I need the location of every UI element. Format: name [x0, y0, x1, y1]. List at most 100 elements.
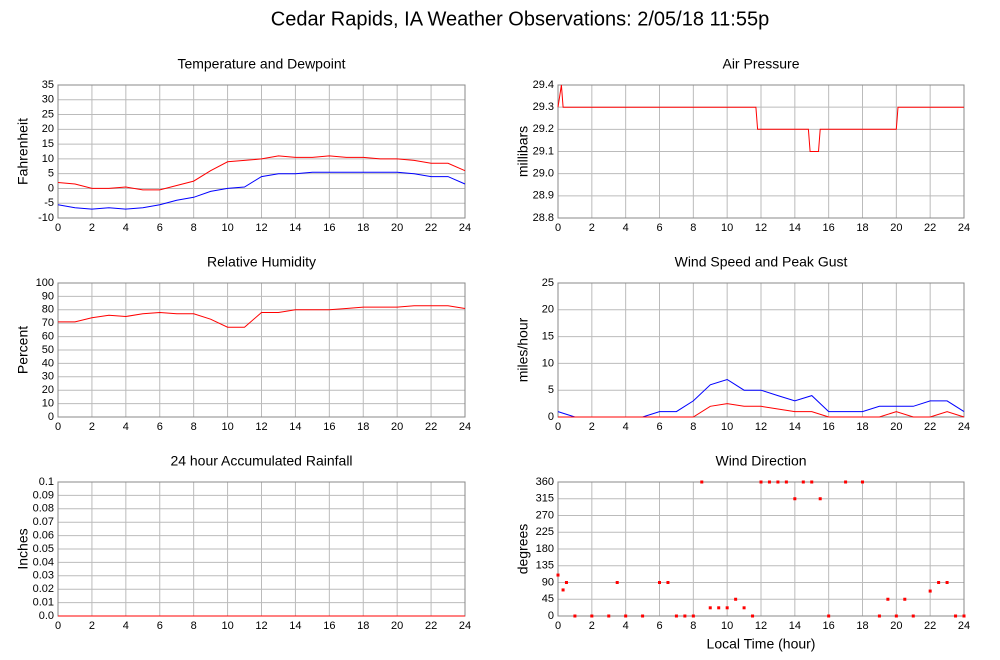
x-tick-label: 0 [55, 421, 61, 433]
data-point [590, 614, 594, 618]
y-tick-label: 10 [42, 398, 54, 410]
x-tick-label: 4 [123, 421, 129, 433]
x-tick-label: 8 [191, 222, 197, 234]
y-tick-label: 29.1 [533, 145, 554, 157]
data-point [734, 597, 738, 601]
y-tick-label: 0 [548, 610, 554, 622]
x-tick-label: 8 [690, 421, 696, 433]
data-point [641, 614, 645, 618]
data-point [561, 588, 565, 592]
x-tick-label: 22 [924, 421, 936, 433]
x-tick-label: 12 [255, 421, 267, 433]
y-tick-label: 28.8 [533, 212, 554, 224]
y-tick-label: 40 [42, 357, 54, 369]
y-axis-label: Percent [15, 326, 31, 374]
data-point [658, 581, 661, 584]
data-point [717, 606, 721, 610]
chart-title: Temperature and Dewpoint [177, 56, 345, 72]
y-tick-label: 29.4 [533, 79, 554, 91]
x-tick-label: 22 [425, 620, 437, 632]
data-point [928, 589, 932, 593]
y-tick-label: 360 [536, 476, 554, 488]
y-axis-label: Fahrenheit [15, 118, 31, 185]
y-tick-label: 20 [542, 304, 554, 316]
x-tick-label: 4 [623, 421, 629, 433]
x-tick-label: 4 [623, 620, 629, 632]
x-tick-label: 24 [459, 421, 471, 433]
y-tick-label: 15 [42, 138, 54, 150]
y-tick-label: 225 [536, 526, 554, 538]
y-tick-label: 315 [536, 493, 554, 505]
chart-title: Wind Direction [715, 453, 806, 469]
data-point [954, 614, 958, 618]
data-point [674, 614, 678, 618]
x-tick-label: 0 [55, 620, 61, 632]
x-tick-label: 2 [589, 222, 595, 234]
x-tick-label: 16 [823, 222, 835, 234]
y-tick-label: 50 [42, 344, 54, 356]
x-tick-label: 6 [157, 421, 163, 433]
data-point [615, 581, 619, 584]
data-point [666, 581, 670, 584]
chart-title: Relative Humidity [207, 254, 316, 270]
x-tick-label: 8 [191, 620, 197, 632]
x-tick-label: 14 [289, 222, 301, 234]
data-point [818, 497, 822, 501]
chart-title: 24 hour Accumulated Rainfall [170, 453, 352, 469]
y-tick-label: 10 [42, 153, 54, 165]
data-point [767, 480, 771, 484]
x-tick-label: 8 [191, 421, 197, 433]
x-tick-label: 6 [157, 222, 163, 234]
x-tick-label: 6 [656, 620, 662, 632]
x-tick-label: 18 [357, 421, 369, 433]
y-tick-label: 29.3 [533, 101, 554, 113]
x-tick-label: 0 [555, 620, 561, 632]
y-axis-label: millibars [515, 126, 531, 177]
y-tick-label: -5 [44, 197, 54, 209]
plot-frame [557, 282, 965, 418]
data-point [894, 614, 898, 618]
x-tick-label: 18 [357, 222, 369, 234]
y-tick-label: 70 [42, 317, 54, 329]
y-tick-label: 35 [42, 79, 54, 91]
x-tick-label: 4 [123, 620, 129, 632]
y-tick-label: 15 [542, 331, 554, 343]
x-tick-label: 24 [958, 222, 970, 234]
data-point [691, 614, 695, 618]
x-tick-label: 4 [123, 222, 129, 234]
x-tick-label: 14 [289, 421, 301, 433]
x-tick-label: 0 [555, 222, 561, 234]
data-point [877, 614, 881, 618]
data-point [801, 480, 805, 484]
data-point [573, 614, 577, 618]
x-tick-label: 16 [823, 620, 835, 632]
y-tick-label: 5 [548, 384, 554, 396]
x-tick-label: 10 [221, 620, 233, 632]
x-tick-label: 22 [425, 222, 437, 234]
x-tick-label: 24 [958, 620, 970, 632]
y-tick-label: 100 [36, 277, 54, 289]
y-tick-label: 28.9 [533, 190, 554, 202]
x-tick-label: 20 [391, 222, 403, 234]
data-point [742, 606, 746, 610]
x-tick-label: 18 [856, 421, 868, 433]
x-tick-label: 10 [721, 421, 733, 433]
y-tick-label: 30 [42, 371, 54, 383]
x-tick-label: 22 [425, 421, 437, 433]
x-tick-label: 16 [323, 421, 335, 433]
data-point [945, 581, 949, 584]
data-point [784, 480, 788, 484]
y-tick-label: 29.0 [533, 168, 554, 180]
data-line [58, 305, 466, 328]
data-point [844, 480, 848, 484]
plot-frame [57, 84, 466, 219]
chart-title: Air Pressure [722, 56, 799, 72]
x-tick-label: 2 [89, 421, 95, 433]
x-tick-label: 16 [323, 222, 335, 234]
data-point [861, 480, 864, 484]
y-tick-label: 0.05 [33, 543, 54, 555]
y-tick-label: 0.07 [33, 516, 54, 528]
data-point [886, 597, 890, 601]
y-axis-label: miles/hour [515, 317, 531, 382]
